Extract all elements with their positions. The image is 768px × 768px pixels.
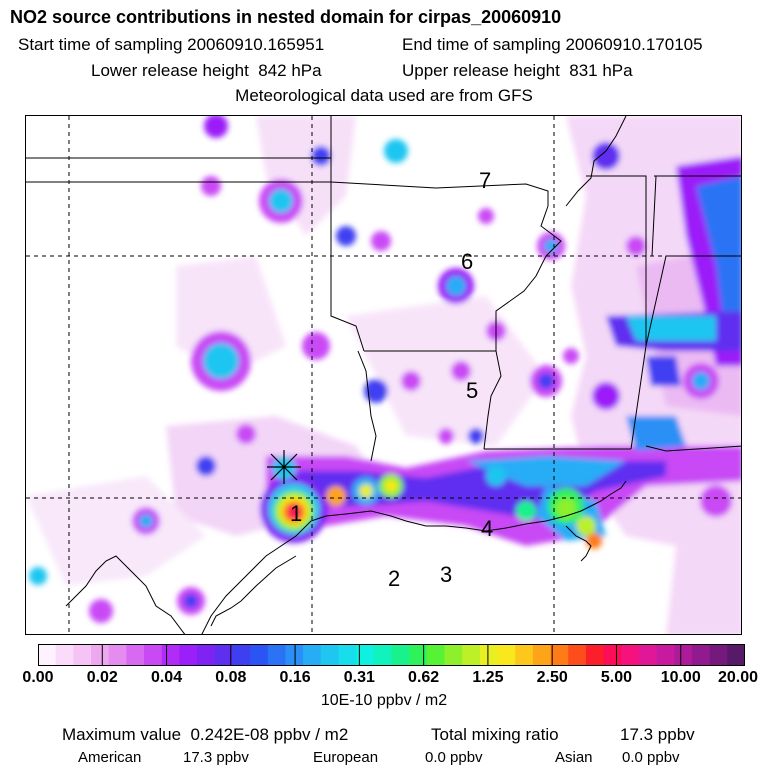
region-marker-4: 4 — [481, 516, 493, 541]
lower-release-label: Lower release height 842 hPa — [91, 61, 322, 80]
colorbar-cell — [515, 644, 534, 666]
colorbar-cell — [426, 644, 446, 666]
colorbar-cell — [126, 644, 145, 666]
colorbar-cell — [585, 644, 605, 666]
colorbar-cell — [409, 644, 428, 666]
colorbar-tick-label: 10.00 — [660, 669, 701, 686]
colorbar-cell — [144, 644, 163, 666]
colorbar-tick-label: 1.25 — [472, 669, 504, 686]
map-panel: 1 2 3 4 5 6 7 — [25, 115, 742, 635]
colorbar-cell — [462, 644, 481, 666]
colorbar-cell — [73, 644, 92, 666]
plot-title: NO2 source contributions in nested domai… — [10, 7, 562, 27]
colorbar-cell — [674, 644, 693, 666]
colorbar-cell — [656, 644, 675, 666]
colorbar-cell — [373, 644, 392, 666]
map-canvas: 1 2 3 4 5 6 7 — [26, 116, 741, 634]
total-mixing-label: Total mixing ratio — [431, 725, 559, 744]
colorbar-cell — [285, 644, 304, 666]
colorbar-cell — [356, 644, 375, 666]
colorbar-cell — [197, 644, 216, 666]
colorbar-cell — [550, 644, 569, 666]
colorbar-cell — [320, 644, 339, 666]
region-marker-5: 5 — [466, 378, 478, 403]
colorbar-cell — [709, 644, 728, 666]
asian-label: Asian — [555, 749, 593, 766]
european-label: European — [313, 749, 379, 766]
colorbar-tick-label: 5.00 — [600, 669, 633, 686]
colorbar-cell — [568, 644, 587, 666]
concentration-field — [26, 116, 741, 634]
met-data-label: Meteorological data used are from GFS — [235, 86, 533, 105]
colorbar-cell — [232, 644, 251, 666]
american-label: American — [78, 749, 142, 766]
colorbar-cell — [338, 644, 357, 666]
colorbar-tick-label: 0.16 — [279, 669, 311, 686]
colorbar-cell — [391, 644, 410, 666]
colorbar-cell — [55, 644, 74, 666]
colorbar-cell — [727, 644, 745, 666]
colorbar-tick-label: 0.04 — [150, 669, 183, 686]
colorbar-cell — [91, 644, 110, 666]
colorbar-units: 10E-10 ppbv / m2 — [320, 692, 448, 709]
colorbar-cell — [621, 644, 640, 666]
colorbar-cell — [638, 644, 658, 666]
colorbar-cell — [479, 644, 499, 666]
region-marker-3: 3 — [440, 562, 452, 587]
region-marker-6: 6 — [461, 249, 473, 274]
colorbar — [38, 644, 745, 666]
total-mixing-value: 17.3 ppbv — [620, 725, 695, 744]
region-marker-2: 2 — [388, 566, 400, 591]
colorbar-cell — [497, 644, 516, 666]
upper-release-label: Upper release height 831 hPa — [402, 61, 633, 80]
colorbar-tick-label: 0.62 — [408, 669, 440, 686]
colorbar-cell — [603, 644, 622, 666]
colorbar-cell — [250, 644, 269, 666]
colorbar-cell — [303, 644, 322, 666]
region-marker-1: 1 — [290, 501, 302, 526]
colorbar-cell — [691, 644, 711, 666]
colorbar-tick-label: 0.31 — [343, 669, 375, 686]
state-boundaries — [26, 116, 741, 634]
start-time-label: Start time of sampling 20060910.165951 — [18, 35, 325, 54]
colorbar-tick-label: 0.02 — [86, 669, 118, 686]
max-value-label: Maximum value 0.242E-08 ppbv / m2 — [62, 725, 349, 744]
colorbar-cell — [267, 644, 286, 666]
lat-lon-grid — [26, 116, 741, 634]
colorbar-cell — [532, 644, 552, 666]
colorbar-cell — [179, 644, 198, 666]
colorbar-tick-label: 2.50 — [536, 669, 568, 686]
colorbar-tick-label: 20.00 — [717, 669, 759, 686]
end-time-label: End time of sampling 20060910.170105 — [402, 35, 703, 54]
colorbar-cell — [38, 644, 57, 666]
colorbar-border — [38, 644, 745, 666]
coastline — [201, 480, 627, 634]
american-value: 17.3 ppbv — [183, 749, 249, 766]
european-value: 0.0 ppbv — [425, 749, 483, 766]
colorbar-tick-label: 0.00 — [22, 669, 54, 686]
colorbar-cell — [108, 644, 127, 666]
colorbar-tick-label: 0.08 — [215, 669, 247, 686]
colorbar-cell — [161, 644, 180, 666]
colorbar-cell — [214, 644, 233, 666]
colorbar-cell — [444, 644, 463, 666]
asian-value: 0.0 ppbv — [622, 749, 680, 766]
region-marker-7: 7 — [479, 168, 491, 193]
source-location-marker — [267, 450, 301, 484]
